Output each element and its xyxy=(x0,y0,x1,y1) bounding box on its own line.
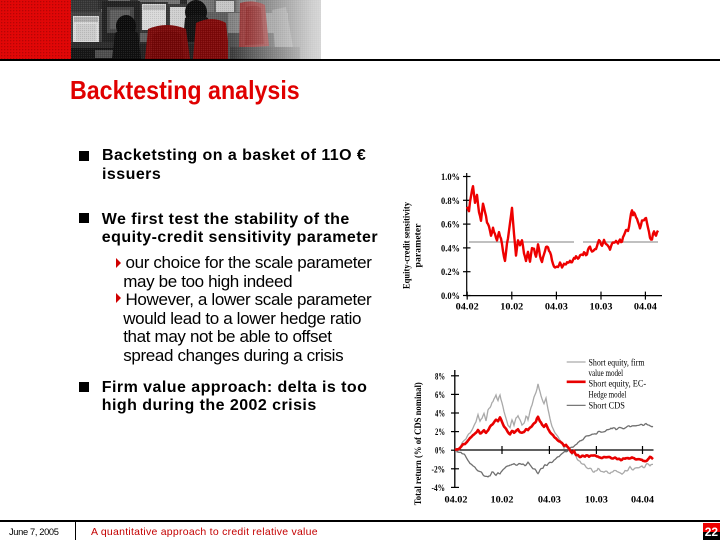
svg-text:Short equity, firm: Short equity, firm xyxy=(589,358,646,369)
svg-text:0.2%: 0.2% xyxy=(441,268,460,278)
svg-text:04.02: 04.02 xyxy=(456,303,479,313)
svg-text:-2%: -2% xyxy=(432,465,446,475)
svg-text:10.03: 10.03 xyxy=(590,303,613,313)
svg-text:0%: 0% xyxy=(435,447,445,457)
svg-text:0.4%: 0.4% xyxy=(441,244,460,254)
svg-text:Short equity, EC-: Short equity, EC- xyxy=(589,380,647,390)
svg-text:Total return (% of CDS nominal: Total return (% of CDS nominal) xyxy=(413,382,424,505)
svg-text:04.04: 04.04 xyxy=(634,303,657,313)
svg-text:10.02: 10.02 xyxy=(491,496,514,506)
svg-text:10.02: 10.02 xyxy=(500,303,523,313)
svg-text:value model: value model xyxy=(589,369,624,379)
svg-text:04.03: 04.03 xyxy=(545,303,568,313)
svg-text:6%: 6% xyxy=(435,391,445,401)
svg-text:04.04: 04.04 xyxy=(631,496,654,506)
svg-text:-4%: -4% xyxy=(432,484,446,494)
svg-text:4%: 4% xyxy=(435,410,445,420)
svg-text:0.8%: 0.8% xyxy=(441,197,460,207)
svg-text:Hedge model: Hedge model xyxy=(589,390,627,400)
svg-text:1.0%: 1.0% xyxy=(441,173,460,183)
svg-text:0.6%: 0.6% xyxy=(441,221,460,231)
svg-text:parameter: parameter xyxy=(414,223,424,268)
svg-text:8%: 8% xyxy=(435,372,445,382)
svg-text:04.03: 04.03 xyxy=(538,496,561,506)
svg-text:10.03: 10.03 xyxy=(585,496,608,506)
svg-text:Short CDS: Short CDS xyxy=(589,402,625,412)
svg-text:Equity-credit sensitivity: Equity-credit sensitivity xyxy=(403,202,413,289)
svg-text:04.02: 04.02 xyxy=(445,496,468,506)
svg-text:0.0%: 0.0% xyxy=(441,292,460,302)
svg-text:2%: 2% xyxy=(435,428,445,438)
